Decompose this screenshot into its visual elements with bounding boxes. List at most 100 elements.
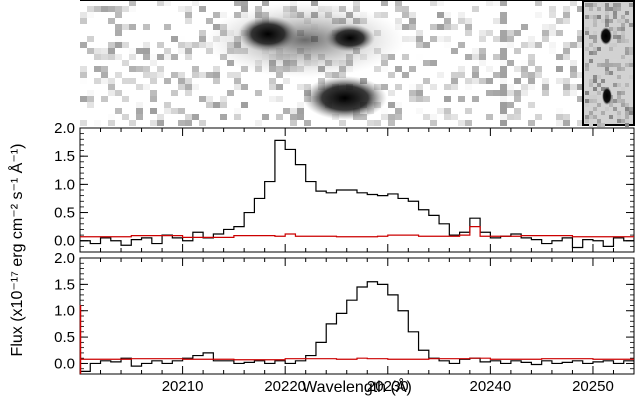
inset-noise-pixel bbox=[609, 71, 613, 75]
noise-pixel bbox=[395, 6, 402, 12]
inset-noise-pixel bbox=[589, 59, 593, 63]
noise-pixel bbox=[94, 48, 101, 54]
noise-pixel bbox=[164, 48, 171, 54]
inset-noise-pixel bbox=[617, 3, 621, 7]
y-tick-label: 0.0 bbox=[54, 233, 75, 250]
noise-pixel bbox=[500, 12, 507, 18]
y-tick-label: 1.0 bbox=[54, 303, 75, 320]
noise-pixel bbox=[122, 78, 129, 84]
emission-blob-soft bbox=[205, 2, 405, 78]
inset-noise-pixel bbox=[597, 123, 601, 127]
noise-pixel bbox=[444, 18, 451, 24]
inset-noise-pixel bbox=[621, 15, 625, 19]
noise-pixel bbox=[514, 90, 521, 96]
inset-noise-pixel bbox=[621, 87, 625, 91]
noise-pixel bbox=[423, 114, 430, 120]
inset-postage-stamp bbox=[582, 0, 635, 127]
noise-pixel bbox=[444, 42, 451, 48]
inset-noise-pixel bbox=[585, 115, 589, 119]
noise-pixel bbox=[192, 66, 199, 72]
noise-pixel bbox=[528, 120, 535, 126]
noise-pixel bbox=[157, 72, 164, 78]
noise-pixel bbox=[563, 54, 570, 60]
inset-noise-pixel bbox=[605, 15, 609, 19]
inset-noise-pixel bbox=[629, 107, 633, 111]
noise-pixel bbox=[101, 78, 108, 84]
noise-pixel bbox=[185, 78, 192, 84]
noise-pixel bbox=[451, 114, 458, 120]
noise-pixel bbox=[395, 18, 402, 24]
noise-pixel bbox=[150, 90, 157, 96]
inset-noise-pixel bbox=[625, 83, 629, 87]
noise-pixel bbox=[269, 78, 276, 84]
noise-pixel bbox=[87, 102, 94, 108]
noise-pixel bbox=[227, 72, 234, 78]
noise-pixel bbox=[549, 6, 556, 12]
noise-pixel bbox=[262, 0, 269, 6]
inset-noise-pixel bbox=[613, 7, 617, 11]
y-tick-label: 0.5 bbox=[54, 329, 75, 346]
noise-pixel bbox=[381, 12, 388, 18]
noise-pixel bbox=[206, 18, 213, 24]
x-tick-label: 20250 bbox=[572, 378, 614, 395]
noise-pixel bbox=[437, 72, 444, 78]
noise-pixel bbox=[465, 120, 472, 126]
inset-noise-pixel bbox=[589, 43, 593, 47]
noise-pixel bbox=[129, 24, 136, 30]
noise-pixel bbox=[276, 96, 283, 102]
noise-pixel bbox=[444, 12, 451, 18]
noise-pixel bbox=[241, 0, 248, 6]
noise-pixel bbox=[528, 72, 535, 78]
noise-pixel bbox=[381, 84, 388, 90]
noise-pixel bbox=[241, 6, 248, 12]
noise-pixel bbox=[136, 102, 143, 108]
noise-pixel bbox=[87, 6, 94, 12]
noise-pixel bbox=[486, 78, 493, 84]
inset-noise-pixel bbox=[585, 15, 589, 19]
inset-noise-pixel bbox=[593, 51, 597, 55]
noise-pixel bbox=[136, 114, 143, 120]
noise-pixel bbox=[395, 0, 402, 6]
noise-pixel bbox=[283, 108, 290, 114]
noise-pixel bbox=[115, 24, 122, 30]
noise-pixel bbox=[500, 54, 507, 60]
inset-noise-pixel bbox=[601, 19, 605, 23]
noise-pixel bbox=[185, 42, 192, 48]
noise-pixel bbox=[514, 96, 521, 102]
noise-pixel bbox=[122, 6, 129, 12]
x-tick-label: 20210 bbox=[162, 378, 204, 395]
noise-pixel bbox=[297, 108, 304, 114]
noise-pixel bbox=[549, 42, 556, 48]
noise-pixel bbox=[101, 54, 108, 60]
noise-pixel bbox=[164, 102, 171, 108]
noise-pixel bbox=[388, 102, 395, 108]
noise-pixel bbox=[80, 120, 87, 126]
noise-pixel bbox=[143, 66, 150, 72]
inset-noise-pixel bbox=[625, 39, 629, 43]
noise-pixel bbox=[507, 84, 514, 90]
noise-pixel bbox=[430, 84, 437, 90]
noise-pixel bbox=[577, 30, 584, 36]
noise-pixel bbox=[80, 96, 87, 102]
inset-noise-pixel bbox=[617, 95, 621, 99]
noise-pixel bbox=[430, 24, 437, 30]
inset-noise-pixel bbox=[597, 103, 601, 107]
noise-pixel bbox=[178, 84, 185, 90]
noise-pixel bbox=[556, 78, 563, 84]
noise-pixel bbox=[115, 54, 122, 60]
noise-pixel bbox=[178, 48, 185, 54]
inset-noise-pixel bbox=[625, 51, 629, 55]
noise-pixel bbox=[458, 72, 465, 78]
noise-pixel bbox=[276, 114, 283, 120]
noise-pixel bbox=[157, 66, 164, 72]
noise-pixel bbox=[234, 78, 241, 84]
noise-pixel bbox=[157, 120, 164, 126]
noise-pixel bbox=[367, 120, 374, 126]
noise-pixel bbox=[94, 78, 101, 84]
inset-noise-pixel bbox=[605, 11, 609, 15]
inset-noise-pixel bbox=[605, 67, 609, 71]
y-tick-label: 2.0 bbox=[54, 250, 75, 267]
inset-noise-pixel bbox=[593, 63, 597, 67]
noise-pixel bbox=[171, 36, 178, 42]
noise-pixel bbox=[241, 84, 248, 90]
